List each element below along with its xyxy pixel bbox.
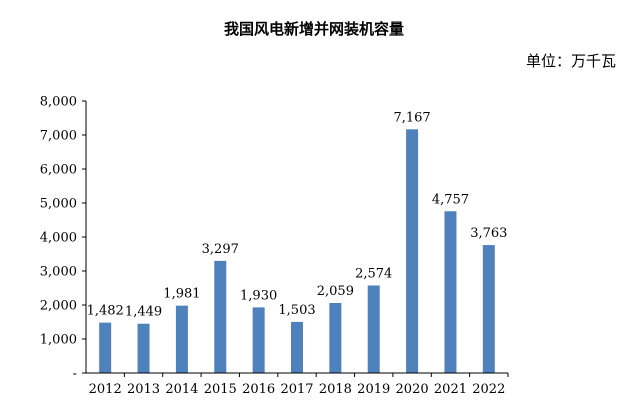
- value-label-2014: 1,981: [163, 287, 200, 302]
- bar-2015: [214, 260, 227, 373]
- value-label-2017: 1,503: [278, 303, 315, 318]
- value-label-2020: 7,167: [393, 110, 430, 125]
- y-tick-label: 5,000: [40, 197, 77, 212]
- y-tick-label: 3,000: [40, 265, 77, 280]
- bar-2018: [329, 302, 342, 373]
- x-tick-label-2015: 2015: [204, 382, 237, 397]
- value-label-2018: 2,059: [317, 284, 354, 299]
- bar-2012: [99, 322, 112, 373]
- y-tick-label: 8,000: [40, 95, 77, 110]
- x-tick-label-2013: 2013: [127, 382, 160, 397]
- x-tick-label-2014: 2014: [165, 382, 198, 397]
- bar-2022: [482, 245, 495, 373]
- x-tick-label-2020: 2020: [396, 382, 429, 397]
- y-tick-label: 4,000: [40, 231, 77, 246]
- bar-2016: [252, 307, 265, 373]
- bar-2013: [137, 323, 150, 373]
- bar-2017: [291, 321, 303, 373]
- y-tick-label: 7,000: [40, 129, 77, 144]
- value-label-2019: 2,574: [355, 266, 392, 281]
- y-tick-label: -: [73, 367, 77, 382]
- y-tick-label: 2,000: [40, 299, 77, 314]
- y-tick-label: 6,000: [40, 163, 77, 178]
- y-tick-label: 1,000: [40, 333, 77, 348]
- chart-title: 我国风电新增并网装机容量: [223, 20, 404, 38]
- bar-2021: [444, 211, 457, 373]
- bar-2014: [175, 305, 188, 373]
- value-label-2021: 4,757: [432, 192, 469, 207]
- x-tick-label-2018: 2018: [319, 382, 352, 397]
- x-tick-label-2016: 2016: [242, 382, 275, 397]
- value-label-2015: 3,297: [202, 242, 239, 257]
- value-label-2022: 3,763: [470, 226, 507, 241]
- value-label-2013: 1,449: [125, 305, 162, 320]
- value-label-2016: 1,930: [240, 288, 277, 303]
- bar-2020: [406, 129, 419, 373]
- x-tick-label-2017: 2017: [280, 382, 313, 397]
- unit-label: 单位：万千瓦: [525, 52, 616, 70]
- x-tick-label-2019: 2019: [357, 382, 390, 397]
- bar-2019: [367, 285, 380, 373]
- x-tick-label-2022: 2022: [472, 382, 505, 397]
- x-tick-label-2021: 2021: [434, 382, 467, 397]
- value-label-2012: 1,482: [87, 304, 124, 319]
- x-tick-label-2012: 2012: [89, 382, 122, 397]
